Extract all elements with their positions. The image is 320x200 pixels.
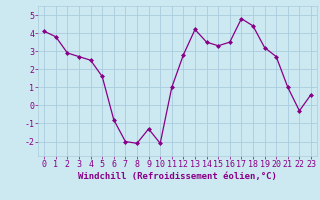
X-axis label: Windchill (Refroidissement éolien,°C): Windchill (Refroidissement éolien,°C) — [78, 172, 277, 181]
